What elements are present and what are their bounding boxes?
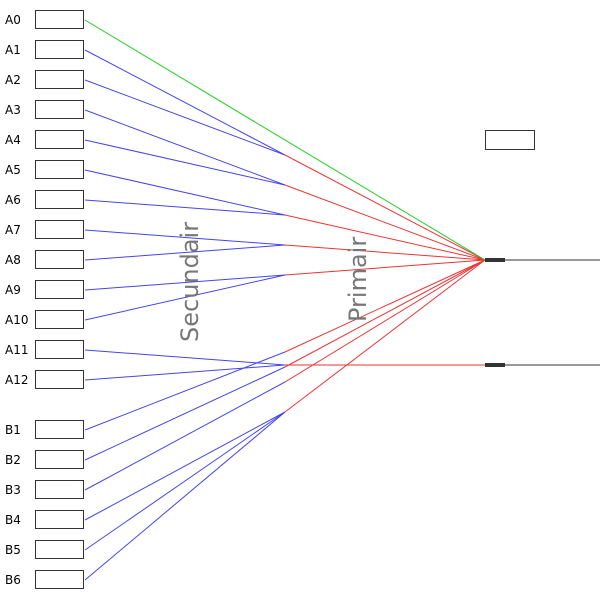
port-label-a9: A9 [5,283,21,297]
secondary-line-b3 [84,381,286,491]
primary-line-1 [284,154,486,261]
port-box-b5[interactable] [35,540,84,559]
port-label-b1: B1 [5,423,21,437]
port-box-b1[interactable] [35,420,84,439]
secondary-line-a10 [84,274,286,321]
port-label-b4: B4 [5,513,21,527]
port-box-a10[interactable] [35,310,84,329]
port-label-a11: A11 [5,343,29,357]
port-box-a12[interactable] [35,370,84,389]
secondary-line-b6 [84,411,286,581]
port-label-a6: A6 [5,193,21,207]
port-box-a2[interactable] [35,70,84,89]
secondary-line-a5 [84,169,286,216]
port-label-b3: B3 [5,483,21,497]
port-box-b6[interactable] [35,570,84,589]
secondary-line-a1 [84,49,286,156]
port-label-a3: A3 [5,103,21,117]
secondary-line-b4 [84,411,286,521]
primary-line-9 [284,259,486,413]
primary-line-8 [284,259,486,383]
secondary-line-a2 [84,79,286,156]
secondary-line-a3 [84,109,286,186]
port-label-a10: A10 [5,313,29,327]
port-box-a9[interactable] [35,280,84,299]
port-box-a8[interactable] [35,250,84,269]
direct-line-a0 [84,19,486,261]
splitter-2-output-block [485,363,505,367]
secondary-line-a7 [84,229,286,246]
port-box-b3[interactable] [35,480,84,499]
port-box-b4[interactable] [35,510,84,529]
port-box-a7[interactable] [35,220,84,239]
secondary-line-a12 [84,364,286,381]
primary-line-7 [284,259,486,368]
port-box-a5[interactable] [35,160,84,179]
port-box-a11[interactable] [35,340,84,359]
secondary-line-b5 [84,411,286,551]
port-box-a0[interactable] [35,10,84,29]
primary-line-3 [284,214,486,261]
port-label-a5: A5 [5,163,21,177]
primair-label: Primair [344,236,372,322]
secundair-label: Secundair [176,221,204,342]
port-label-a1: A1 [5,43,21,57]
primary-line-4 [284,244,486,261]
port-box-a4[interactable] [35,130,84,149]
port-label-a0: A0 [5,13,21,27]
port-label-a8: A8 [5,253,21,267]
port-label-a12: A12 [5,373,29,387]
port-label-a7: A7 [5,223,21,237]
primary-line-6 [284,259,486,353]
secondary-line-b1 [84,351,286,431]
port-label-a2: A2 [5,73,21,87]
secondary-line-a6 [84,199,286,216]
port-label-b2: B2 [5,453,21,467]
secondary-line-a9 [84,274,286,291]
port-box-a3[interactable] [35,100,84,119]
port-label-b6: B6 [5,573,21,587]
primary-line-2 [284,184,486,261]
secondary-line-b2 [84,366,286,461]
port-box-b2[interactable] [35,450,84,469]
port-label-b5: B5 [5,543,21,557]
port-box-a1[interactable] [35,40,84,59]
secondary-line-a8 [84,244,286,261]
port-label-a4: A4 [5,133,21,147]
primary-line-5 [284,259,486,276]
secondary-line-a11 [84,349,286,366]
port-box-a6[interactable] [35,190,84,209]
secondary-line-a4 [84,139,286,186]
splitter-1-output-block [485,258,505,262]
top-box[interactable] [485,130,535,150]
